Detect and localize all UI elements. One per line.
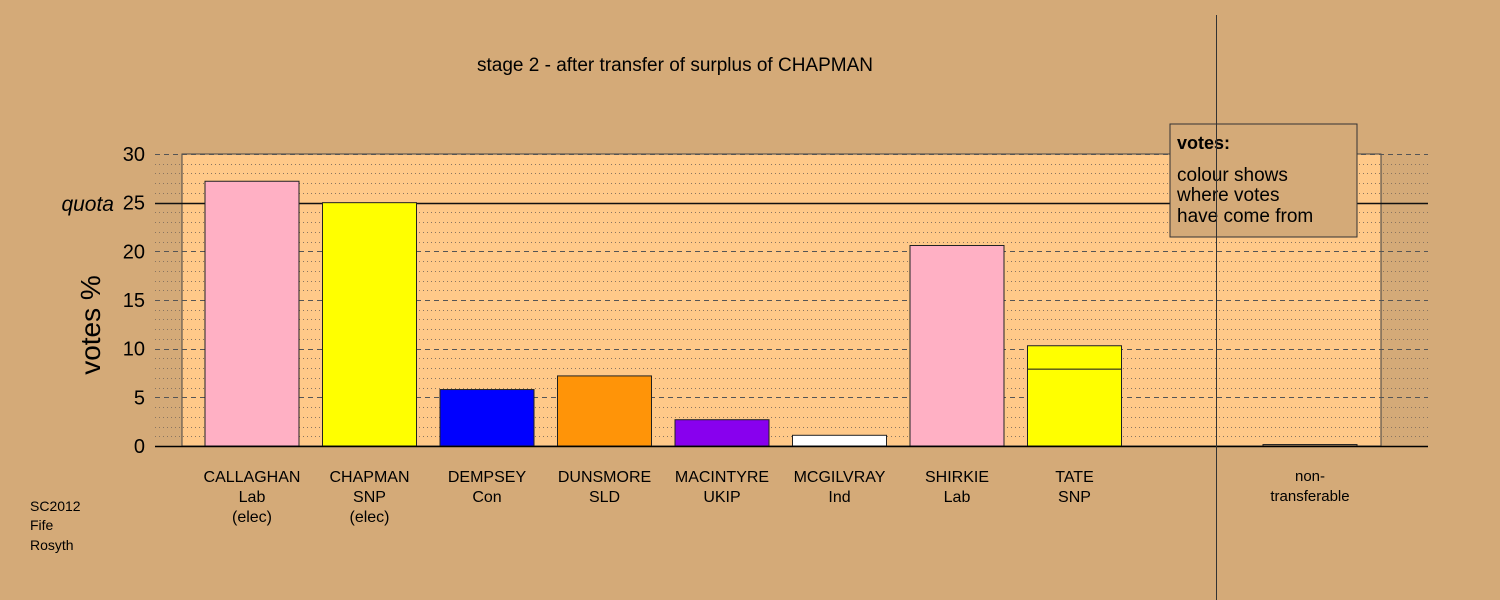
nontransferable-label: non- [1295,468,1325,485]
bar-tate-segment-2 [1027,345,1122,370]
quota-label: quota [61,193,114,216]
candidate-name-label: DUNSMORE [558,469,651,486]
bar-tate-segment-1 [1027,368,1122,447]
y-tick-label: 20 [123,241,145,263]
y-tick-label: 15 [123,290,145,312]
candidate-status-label: (elec) [349,509,389,526]
candidate-party-label: UKIP [703,489,740,506]
candidate-status-label: (elec) [232,509,272,526]
footer: SC2012 Fife Rosyth [30,498,81,553]
bar-chapman [322,202,417,447]
candidate-name-label: CALLAGHAN [204,469,301,486]
y-tick-label: 30 [123,144,145,166]
bars [204,180,1358,447]
chart-title: stage 2 - after transfer of surplus of C… [477,55,873,76]
footer-election: SC2012 [30,498,81,514]
candidate-party-label: SNP [353,489,386,506]
bar-callaghan [204,180,300,447]
candidate-name-label: MACINTYRE [675,469,769,486]
candidate-name-label: DEMPSEY [448,469,527,486]
candidate-party-label: Ind [828,489,850,506]
y-tick-label: 10 [123,339,145,361]
legend-title: votes: [1177,133,1230,153]
y-tick-label: 25 [123,193,145,215]
bar-dempsey [439,389,535,447]
footer-council: Fife [30,517,54,533]
x-category-labels: CALLAGHAN Lab (elec) CHAPMAN SNP (elec) DEMPSE… [204,468,1350,526]
y-axis-label: votes % [75,275,106,375]
nontransferable-label: transferable [1270,488,1349,505]
legend-box [1169,123,1358,238]
y-tick-label: 0 [134,436,145,458]
bar-dunsmore [557,375,652,447]
y-tick-label: 5 [134,387,145,409]
legend-line-2: where votes [1176,185,1279,206]
candidate-name-label: MCGILVRAY [794,469,886,486]
y-tick-labels: 0 5 10 15 20 25 30 [123,144,145,458]
legend: votes: colour shows where votes have com… [1169,123,1358,238]
legend-line-1: colour shows [1177,165,1288,186]
candidate-party-label: Lab [944,489,971,506]
bar-shirkie [909,244,1005,447]
bar-macintyre [674,419,770,447]
candidate-party-label: SLD [589,489,620,506]
candidate-party-label: Con [472,489,501,506]
candidate-name-label: CHAPMAN [329,469,409,486]
candidate-name-label: SHIRKIE [925,469,989,486]
footer-ward: Rosyth [30,537,74,553]
candidate-party-label: Lab [239,489,266,506]
bar-mcgilvray [792,434,887,447]
legend-line-3: have come from [1177,206,1313,227]
candidate-party-label: SNP [1058,489,1091,506]
candidate-name-label: TATE [1055,469,1094,486]
